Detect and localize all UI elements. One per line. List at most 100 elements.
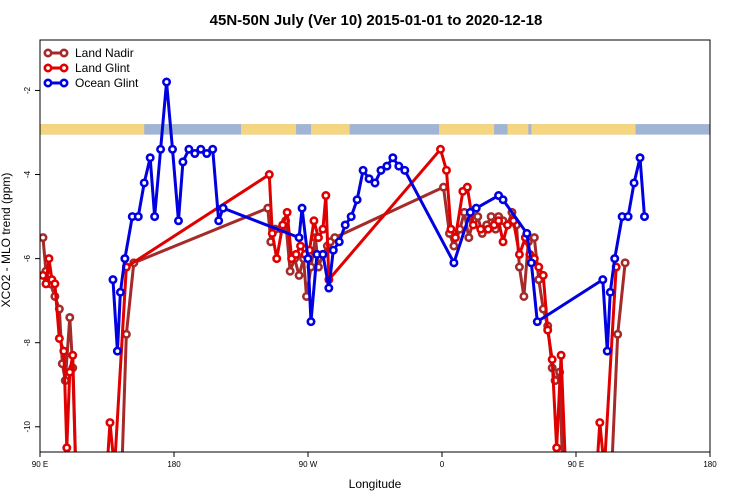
map-land (439, 124, 495, 135)
data-point-land-glint (543, 325, 553, 335)
data-point-land-glint (595, 418, 605, 428)
data-point-land-glint (313, 233, 323, 243)
data-point-land-glint (62, 443, 72, 452)
data-point-ocean-glint (602, 346, 612, 356)
data-point-land-nadir (559, 466, 565, 472)
data-point-land-nadir (438, 182, 448, 192)
data-point-land-glint (309, 216, 319, 226)
data-point-land-glint (50, 279, 60, 289)
data-point-ocean-glint (364, 174, 374, 184)
series-line-ocean-glint (111, 80, 646, 353)
data-point-ocean-glint (449, 258, 459, 268)
legend-label: Ocean Glint (75, 76, 139, 90)
data-point-land-glint (68, 350, 78, 360)
data-point-land-nadir (119, 466, 125, 472)
data-point-land-glint (278, 220, 288, 230)
data-point-land-nadir (73, 466, 79, 472)
data-point-ocean-glint (526, 258, 536, 268)
data-point-ocean-glint (358, 165, 368, 175)
data-point-land-glint (601, 466, 607, 472)
legend-item-ocean-glint: Ocean Glint (43, 76, 139, 90)
data-point-ocean-glint (340, 220, 350, 230)
series-ocean-glint (108, 77, 649, 356)
world-map-strip (40, 124, 710, 135)
data-point-ocean-glint (139, 178, 149, 188)
data-point-land-glint (483, 224, 493, 234)
series-land-glint (40, 144, 621, 472)
data-point-land-glint (40, 270, 48, 280)
data-point-land-glint (468, 220, 478, 230)
data-point-land-nadir (529, 233, 539, 243)
x-tick-label: 0 (440, 460, 445, 469)
x-tick-label: 90 E (568, 460, 584, 469)
data-point-ocean-glint (605, 287, 615, 297)
data-point-ocean-glint (214, 216, 224, 226)
data-point-ocean-glint (173, 216, 183, 226)
x-axis-ticks: 90 E 180 90 W 0 90 E 180 (32, 452, 717, 469)
data-point-land-glint (73, 466, 79, 472)
data-point-ocean-glint (598, 275, 608, 285)
data-point-ocean-glint (352, 195, 362, 205)
data-point-ocean-glint (306, 317, 316, 327)
x-tick-label: 90 E (32, 460, 48, 469)
data-point-land-glint (498, 237, 508, 247)
data-point-ocean-glint (162, 77, 172, 87)
data-point-land-nadir (121, 329, 131, 339)
legend-marker (59, 63, 69, 73)
legend-item-land-glint: Land Glint (43, 61, 130, 75)
data-point-ocean-glint (610, 254, 620, 264)
y-axis-ticks: -2 -4 -6 -8 -10 (23, 86, 40, 433)
data-point-ocean-glint (324, 283, 334, 293)
data-point-land-glint (104, 466, 110, 472)
data-point-land-nadir (464, 233, 474, 243)
data-point-ocean-glint (115, 287, 125, 297)
y-tick-label: -2 (23, 86, 32, 94)
legend-marker (59, 78, 69, 88)
data-point-ocean-glint (522, 228, 532, 238)
x-tick-label: 90 W (299, 460, 318, 469)
data-point-land-glint (65, 367, 75, 377)
data-point-ocean-glint (178, 157, 188, 167)
legend-item-land-nadir: Land Nadir (43, 46, 134, 60)
y-tick-label: -4 (23, 170, 32, 178)
data-point-land-glint (111, 466, 117, 472)
map-ocean (40, 124, 710, 135)
data-point-land-nadir (40, 233, 48, 243)
data-point-land-glint (446, 224, 456, 234)
map-land (507, 124, 529, 135)
legend-label: Land Nadir (75, 46, 134, 60)
data-point-ocean-glint (382, 161, 392, 171)
data-point-land-glint (44, 254, 54, 264)
chart-title: 45N-50N July (Ver 10) 2015-01-01 to 2020… (210, 12, 543, 29)
data-point-ocean-glint (635, 153, 645, 163)
legend-marker (59, 48, 69, 58)
legend-label: Land Glint (75, 61, 130, 75)
x-tick-label: 180 (167, 460, 181, 469)
data-point-land-glint (267, 228, 277, 238)
legend-marker (43, 78, 53, 88)
data-point-ocean-glint (297, 203, 307, 213)
data-point-land-nadir (285, 266, 295, 276)
data-point-land-glint (296, 241, 306, 251)
data-point-ocean-glint (388, 153, 398, 163)
legend-marker (43, 48, 53, 58)
data-point-land-nadir (519, 291, 529, 301)
data-point-land-glint (450, 233, 460, 243)
data-point-land-nadir (486, 212, 496, 222)
data-point-land-glint (538, 270, 548, 280)
data-point-ocean-glint (202, 149, 212, 159)
data-point-land-glint (534, 262, 544, 272)
y-axis-label: XCO2 - MLO trend (ppm) (0, 173, 13, 308)
data-point-ocean-glint (498, 195, 508, 205)
data-point-ocean-glint (346, 212, 356, 222)
series-land-nadir (40, 182, 630, 472)
data-point-land-nadir (620, 258, 630, 268)
data-point-land-glint (556, 350, 566, 360)
data-point-land-glint (547, 355, 557, 365)
data-point-land-glint (436, 144, 446, 154)
data-point-ocean-glint (190, 149, 200, 159)
data-point-ocean-glint (328, 245, 338, 255)
data-point-land-glint (503, 220, 513, 230)
